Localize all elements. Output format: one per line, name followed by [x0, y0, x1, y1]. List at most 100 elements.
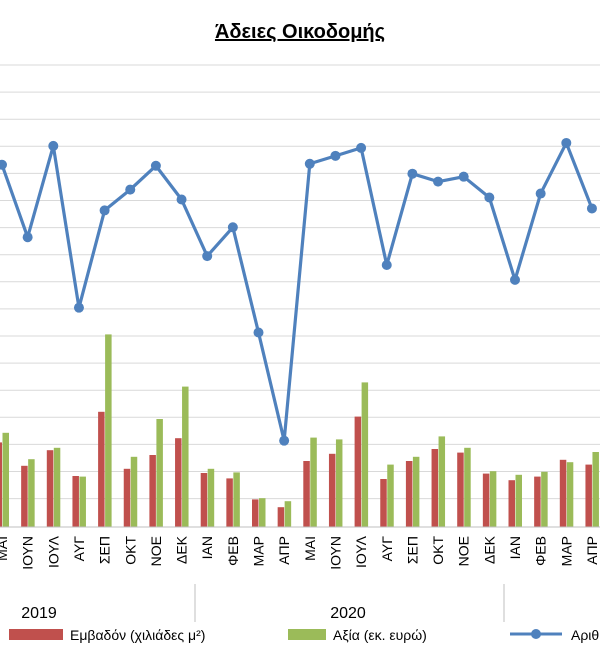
x-tick-label: ΜΑΙ — [0, 536, 10, 561]
chart-title: Άδειες Οικοδομής — [215, 21, 385, 43]
bar-value — [2, 432, 9, 527]
line-point — [535, 188, 546, 199]
bar-area — [482, 473, 490, 527]
bar-area — [252, 499, 259, 527]
x-tick-label: ΑΠΡ — [584, 536, 600, 565]
x-tick-label: ΙΟΥΝ — [327, 536, 343, 570]
bar-area — [380, 479, 387, 527]
bar-value — [541, 471, 548, 527]
line-point — [279, 435, 290, 446]
bar-value — [182, 386, 189, 527]
line-point — [586, 203, 597, 214]
line-point — [0, 159, 7, 170]
bar-area — [354, 416, 362, 527]
bar-area — [457, 452, 464, 527]
bar-value — [592, 452, 599, 527]
bar-value — [361, 382, 369, 527]
bar-area — [175, 438, 182, 527]
x-tick-label: ΙΑΝ — [199, 536, 215, 559]
line-point — [150, 160, 161, 171]
x-tick-label: ΙΟΥΛ — [353, 535, 369, 568]
bar-value — [79, 476, 86, 527]
bar-value — [105, 334, 112, 527]
bar-area — [559, 459, 567, 527]
bar-value — [489, 471, 497, 527]
bar-area — [585, 464, 592, 527]
legend-label-count: Αριθμό — [571, 627, 600, 643]
bar-area — [534, 476, 541, 527]
line-point — [356, 142, 367, 153]
bar-value — [207, 468, 215, 527]
legend-label-area: Εμβαδόν (χιλιάδες μ²) — [70, 627, 205, 643]
legend-swatch-area — [9, 629, 63, 640]
line-point — [458, 171, 469, 182]
x-tick-label: ΟΚΤ — [122, 536, 138, 565]
x-tick-label: ΙΟΥΝ — [20, 536, 36, 570]
x-tick-label: ΑΠΡ — [276, 536, 292, 565]
legend-marker-count — [531, 629, 541, 639]
x-tick-label: ΔΕΚ — [481, 535, 497, 564]
bar-area — [21, 465, 28, 527]
line-point — [561, 137, 572, 148]
x-tick-label: ΜΑΙ — [302, 536, 318, 561]
line-point — [381, 260, 392, 271]
bar-value — [566, 462, 574, 527]
x-tick-label: ΜΑΡ — [251, 536, 267, 566]
x-tick-label: ΣΕΠ — [404, 536, 420, 564]
bar-value — [310, 437, 317, 527]
bar-series — [0, 334, 599, 527]
bar-area — [149, 455, 156, 527]
line-point — [484, 192, 495, 203]
line-point — [304, 158, 315, 169]
bar-area — [123, 468, 131, 527]
x-tick-label: ΑΥΓ — [379, 536, 395, 562]
x-axis: ΜΑΙ ΙΟΥΝ ΙΟΥΛ ΑΥΓ ΣΕΠ ΟΚΤ ΝΟΕ ΔΕΚ ΙΑΝ ΦΕΒ ΜΑΡ ΑΠΡ ΜΑ… — [0, 526, 600, 622]
line-point — [407, 168, 418, 179]
x-tick-label: ΔΕΚ — [174, 535, 190, 564]
bar-area — [431, 449, 439, 527]
line-count — [0, 141, 594, 443]
bar-area — [200, 473, 208, 527]
line-point — [510, 274, 520, 285]
line-point — [99, 205, 110, 216]
bar-value — [335, 439, 343, 527]
bar-area — [277, 507, 285, 527]
bar-area — [508, 480, 515, 527]
x-tick-label: ΝΟΕ — [148, 536, 164, 566]
line-point — [22, 232, 33, 243]
x-tick-label: ΙΟΥΛ — [45, 535, 61, 568]
x-tick-label: ΦΕΒ — [225, 536, 241, 566]
legend-label-value: Αξία (εκ. ευρώ) — [333, 627, 427, 643]
line-point — [125, 184, 136, 195]
x-tick-label: ΑΥΓ — [71, 536, 87, 562]
line-point — [176, 194, 187, 205]
year-label: 2019 — [21, 605, 57, 622]
bar-value — [233, 472, 240, 527]
bar-value — [53, 447, 61, 527]
bar-area — [0, 442, 2, 527]
bar-area — [303, 461, 310, 527]
bar-area — [226, 478, 233, 527]
bar-value — [412, 456, 420, 527]
line-point — [433, 176, 444, 187]
x-tick-label: ΜΑΡ — [558, 536, 574, 566]
bar-value — [28, 459, 35, 527]
bar-value — [438, 436, 446, 527]
bar-value — [284, 501, 292, 527]
bar-value — [130, 456, 138, 527]
line-point — [253, 327, 264, 338]
x-tick-label: ΟΚΤ — [430, 536, 446, 565]
bar-area — [72, 476, 79, 527]
bar-value — [464, 447, 471, 527]
x-tick-label: ΙΑΝ — [507, 536, 523, 559]
bar-value — [387, 464, 394, 527]
bar-area — [46, 450, 54, 527]
gridlines — [0, 64, 600, 500]
legend-swatch-value — [288, 629, 326, 640]
line-point — [48, 140, 59, 151]
bar-area — [328, 453, 336, 527]
bar-area — [405, 461, 413, 527]
legend: Εμβαδόν (χιλιάδες μ²) Αξία (εκ. ευρώ) Αρ… — [9, 627, 600, 643]
x-tick-label: ΣΕΠ — [97, 536, 113, 564]
